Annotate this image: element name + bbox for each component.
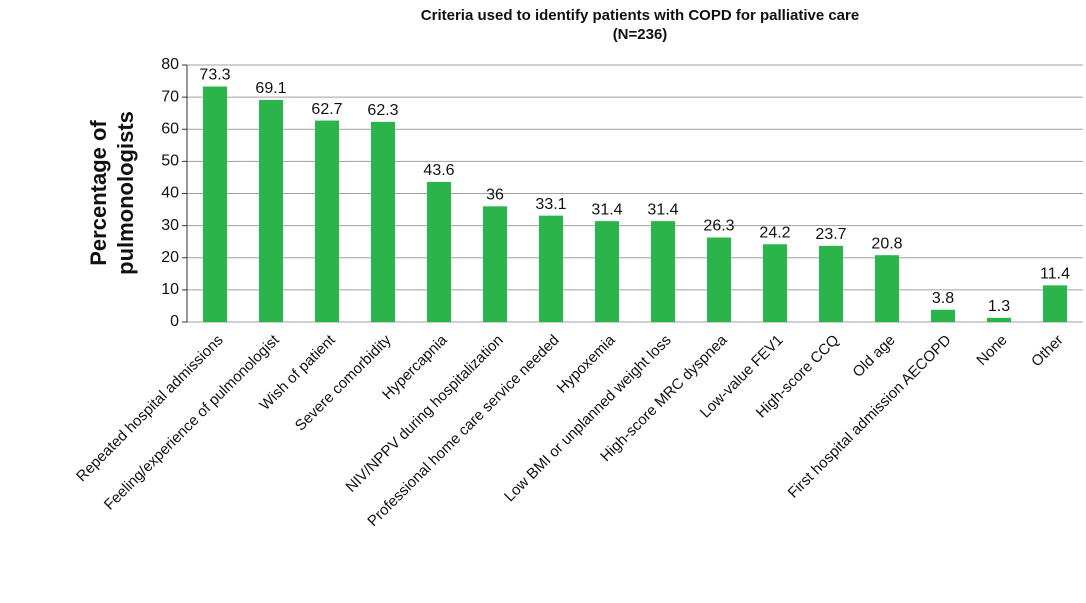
- bar: [315, 120, 339, 322]
- bar: [483, 206, 507, 322]
- bar: [539, 215, 563, 322]
- bar: [707, 237, 731, 322]
- y-tick-label: 30: [161, 217, 179, 234]
- bar: [931, 309, 955, 322]
- data-label: 23.7: [815, 226, 846, 243]
- bar: [987, 317, 1011, 322]
- bar: [259, 100, 283, 322]
- y-tick-label: 70: [161, 88, 179, 105]
- bar: [763, 244, 787, 322]
- data-label: 43.6: [423, 162, 454, 179]
- chart-title: Criteria used to identify patients with …: [421, 7, 859, 24]
- data-label: 1.3: [988, 298, 1010, 315]
- x-tick-label: Severe comorbidity: [292, 331, 395, 434]
- y-tick-label: 80: [161, 56, 179, 73]
- data-label: 3.8: [932, 290, 954, 307]
- bar: [427, 181, 451, 322]
- y-tick-label: 50: [161, 153, 179, 170]
- x-tick-label: Old age: [849, 332, 898, 381]
- bar: [651, 221, 675, 322]
- y-tick-label: 10: [161, 281, 179, 298]
- chart-subtitle: (N=236): [613, 26, 668, 43]
- y-tick-label: 40: [161, 185, 179, 202]
- data-label: 62.3: [367, 102, 398, 119]
- data-label: 69.1: [255, 80, 286, 97]
- x-tick-label: Professional home care service needed: [364, 332, 562, 530]
- x-tick-label: Other: [1028, 332, 1067, 371]
- data-label: 24.2: [759, 224, 790, 241]
- data-label: 33.1: [535, 196, 566, 213]
- bar: [819, 245, 843, 322]
- data-label: 73.3: [199, 67, 230, 84]
- y-axis-label: Percentage of: [86, 120, 111, 266]
- y-tick-label: 60: [161, 120, 179, 137]
- y-axis-label: pulmonologists: [113, 111, 138, 275]
- data-label: 31.4: [591, 201, 622, 218]
- bar: [203, 86, 227, 323]
- bar: [595, 221, 619, 322]
- data-label: 11.4: [1040, 266, 1070, 283]
- bar: [1043, 285, 1067, 322]
- bar: [371, 121, 395, 322]
- bar: [875, 255, 899, 322]
- y-tick-label: 20: [161, 249, 179, 266]
- y-tick-label: 0: [170, 313, 179, 330]
- x-tick-label: None: [973, 332, 1010, 369]
- data-label: 26.3: [703, 218, 734, 235]
- data-label: 31.4: [647, 201, 678, 218]
- data-label: 62.7: [311, 101, 342, 118]
- data-label: 36: [486, 187, 504, 204]
- data-label: 20.8: [871, 235, 902, 252]
